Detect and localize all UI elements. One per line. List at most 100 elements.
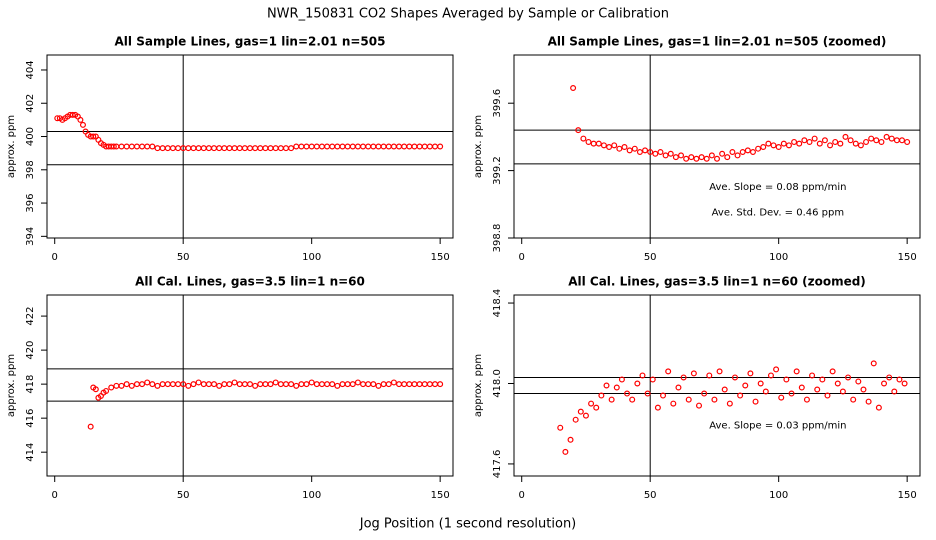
data-point <box>690 370 697 377</box>
data-point <box>721 386 728 393</box>
data-point <box>416 143 423 150</box>
data-point <box>380 143 387 150</box>
data-point <box>421 381 428 388</box>
data-point <box>713 155 720 162</box>
data-point <box>262 381 269 388</box>
data-point <box>118 143 125 150</box>
data-point <box>241 381 248 388</box>
data-point <box>770 142 777 149</box>
data-point <box>870 360 877 367</box>
data-point <box>667 150 674 157</box>
data-point <box>79 121 86 128</box>
data-point <box>308 143 315 150</box>
x-axis-label: Jog Position (1 second resolution) <box>359 517 577 532</box>
data-point <box>396 143 403 150</box>
figure-title: NWR_150831 CO2 Shapes Averaged by Sample… <box>267 7 669 22</box>
data-point <box>375 382 382 389</box>
data-point <box>221 381 228 388</box>
data-point <box>288 381 295 388</box>
data-point <box>221 145 228 152</box>
data-point <box>241 145 248 152</box>
data-point <box>313 381 320 388</box>
data-point <box>437 381 444 388</box>
data-point <box>636 149 643 156</box>
data-point <box>883 133 890 140</box>
data-point <box>139 143 146 150</box>
y-tick-label: 400 <box>25 127 36 146</box>
data-point <box>236 145 243 152</box>
data-point <box>593 404 600 411</box>
data-point <box>845 374 852 381</box>
data-point <box>205 145 212 152</box>
data-point <box>904 138 911 145</box>
data-point <box>865 398 872 405</box>
data-point <box>426 143 433 150</box>
panel-title: All Cal. Lines, gas=3.5 lin=1 n=60 (zoom… <box>568 275 866 289</box>
y-axis-label: approx. ppm <box>6 115 17 178</box>
data-point <box>288 145 295 152</box>
data-point <box>216 382 223 389</box>
data-point <box>185 382 192 389</box>
data-point <box>855 378 862 385</box>
data-point <box>562 448 569 455</box>
y-axis-label: approx. ppm <box>473 354 484 417</box>
annotation: Ave. Slope = 0.03 ppm/min <box>709 420 846 431</box>
data-point <box>747 370 754 377</box>
data-point <box>675 384 682 391</box>
data-point <box>349 143 356 150</box>
data-point <box>837 140 844 147</box>
data-point <box>706 372 713 379</box>
x-tick-label: 150 <box>431 490 450 501</box>
data-point <box>108 384 115 391</box>
data-point <box>878 138 885 145</box>
data-point <box>144 143 151 150</box>
data-point <box>344 143 351 150</box>
data-point <box>803 396 810 403</box>
data-point <box>570 85 577 92</box>
panel-title: All Sample Lines, gas=1 lin=2.01 n=505 <box>115 35 386 49</box>
y-tick-label: 402 <box>25 94 36 113</box>
data-point <box>765 140 772 147</box>
data-point <box>814 386 821 393</box>
data-point <box>231 145 238 152</box>
data-point <box>200 381 207 388</box>
data-point <box>760 144 767 151</box>
data-point <box>411 381 418 388</box>
data-point <box>411 143 418 150</box>
data-point <box>716 368 723 375</box>
x-tick-label: 50 <box>644 490 657 501</box>
data-point <box>272 379 279 386</box>
data-point <box>798 384 805 391</box>
y-tick-label: 399.2 <box>492 156 503 185</box>
data-point <box>406 143 413 150</box>
data-point <box>762 388 769 395</box>
data-point <box>657 149 664 156</box>
data-point <box>385 381 392 388</box>
data-point <box>873 137 880 144</box>
data-point <box>829 368 836 375</box>
annotation: Ave. Std. Dev. = 0.46 ppm <box>712 207 844 218</box>
data-point <box>159 381 166 388</box>
data-point <box>375 143 382 150</box>
data-point <box>195 379 202 386</box>
x-tick-label: 150 <box>898 490 917 501</box>
data-point <box>154 382 161 389</box>
data-point <box>801 137 808 144</box>
data-point <box>164 145 171 152</box>
data-point <box>585 138 592 145</box>
data-point <box>123 143 130 150</box>
data-point <box>90 133 97 140</box>
y-tick-label: 417.6 <box>492 450 503 479</box>
data-point <box>370 381 377 388</box>
data-point <box>598 392 605 399</box>
data-point <box>54 115 61 122</box>
panel-title: All Cal. Lines, gas=3.5 lin=1 n=60 <box>135 275 365 289</box>
data-point <box>190 381 197 388</box>
data-point <box>231 379 238 386</box>
data-point <box>701 390 708 397</box>
data-point <box>252 382 259 389</box>
data-point <box>821 137 828 144</box>
data-point <box>257 381 264 388</box>
y-tick-label: 404 <box>25 60 36 79</box>
